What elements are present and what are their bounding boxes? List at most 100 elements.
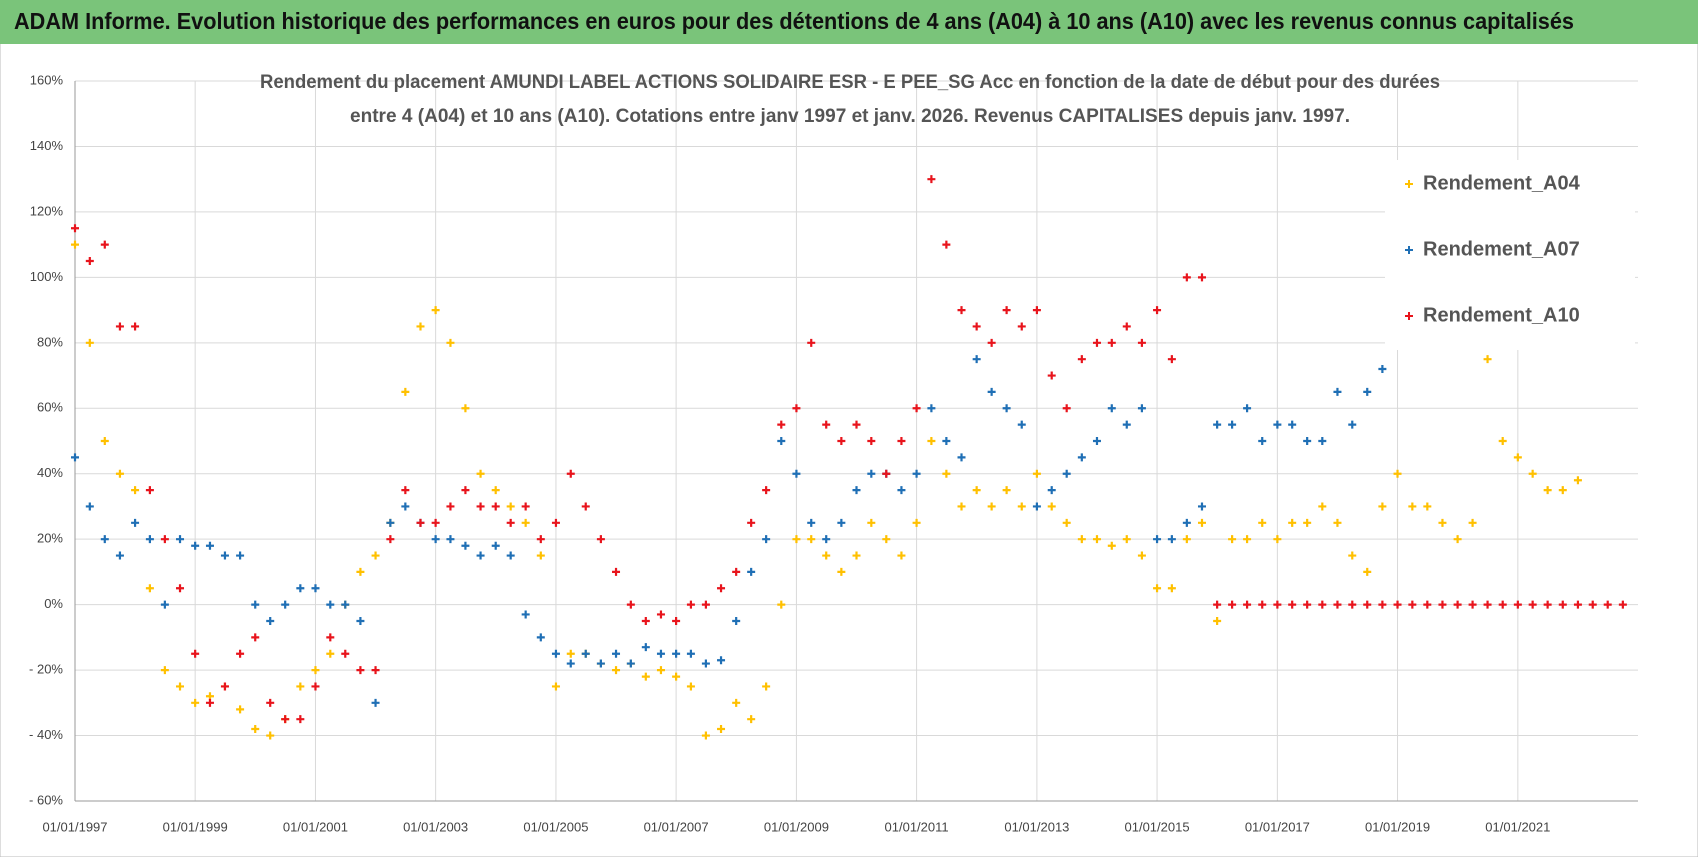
point bbox=[371, 551, 380, 560]
point bbox=[972, 355, 981, 364]
point bbox=[446, 338, 455, 347]
point bbox=[431, 306, 440, 315]
point bbox=[461, 404, 470, 413]
point bbox=[446, 535, 455, 544]
point bbox=[416, 322, 425, 331]
point bbox=[777, 600, 786, 609]
point bbox=[85, 257, 94, 265]
point bbox=[326, 649, 335, 658]
point bbox=[1258, 518, 1267, 527]
point bbox=[160, 535, 169, 544]
point bbox=[732, 617, 741, 625]
point bbox=[1122, 420, 1131, 429]
point bbox=[1243, 535, 1252, 544]
point bbox=[401, 502, 410, 511]
point bbox=[131, 486, 140, 495]
point bbox=[672, 649, 681, 658]
point bbox=[461, 541, 470, 550]
point bbox=[191, 649, 200, 658]
point bbox=[672, 672, 681, 681]
point bbox=[1573, 476, 1582, 485]
point bbox=[882, 535, 891, 544]
point bbox=[867, 518, 876, 527]
point bbox=[1153, 535, 1162, 544]
point bbox=[897, 437, 906, 445]
point bbox=[1333, 387, 1342, 396]
y-tick-label: 20% bbox=[37, 531, 63, 546]
subtitle-line: Rendement du placement AMUNDI LABEL ACTI… bbox=[260, 72, 1440, 93]
legend-box bbox=[1385, 160, 1635, 350]
point bbox=[1167, 535, 1176, 544]
point bbox=[1618, 600, 1627, 609]
point bbox=[131, 518, 140, 527]
point bbox=[987, 338, 996, 347]
point bbox=[160, 600, 169, 609]
point bbox=[686, 682, 695, 691]
point bbox=[446, 502, 455, 511]
point bbox=[656, 649, 665, 658]
point bbox=[1303, 518, 1312, 527]
point bbox=[1047, 371, 1056, 380]
point bbox=[266, 617, 275, 625]
point bbox=[1378, 502, 1387, 511]
point bbox=[822, 551, 831, 560]
point bbox=[792, 535, 801, 544]
legend-label: Rendement_A04 bbox=[1423, 172, 1581, 194]
point bbox=[581, 502, 590, 511]
point bbox=[1228, 420, 1237, 429]
point bbox=[1408, 600, 1417, 609]
point bbox=[476, 502, 485, 511]
point bbox=[656, 610, 665, 619]
point bbox=[371, 666, 380, 675]
point bbox=[1318, 502, 1327, 511]
point bbox=[1137, 404, 1146, 413]
point bbox=[972, 486, 981, 495]
point bbox=[1483, 600, 1492, 609]
point bbox=[1092, 437, 1101, 445]
point bbox=[160, 666, 169, 675]
point bbox=[1288, 518, 1297, 527]
point bbox=[1077, 355, 1086, 364]
point bbox=[1062, 518, 1071, 527]
point bbox=[1017, 322, 1026, 331]
point bbox=[897, 551, 906, 560]
x-tick-label: 01/01/2003 bbox=[403, 819, 468, 834]
point bbox=[1453, 535, 1462, 544]
legend-marker bbox=[1405, 246, 1413, 254]
point bbox=[1182, 518, 1191, 527]
point bbox=[220, 682, 229, 691]
point bbox=[987, 502, 996, 511]
point bbox=[566, 469, 575, 478]
x-tick-label: 01/01/2011 bbox=[885, 819, 949, 834]
point bbox=[145, 535, 154, 544]
point bbox=[1303, 600, 1312, 609]
x-tick-label: 01/01/2021 bbox=[1485, 819, 1550, 834]
legend-label: Rendement_A07 bbox=[1423, 238, 1580, 260]
point bbox=[296, 715, 305, 724]
subtitle-line: entre 4 (A04) et 10 ans (A10). Cotations… bbox=[350, 106, 1350, 127]
point bbox=[1092, 338, 1101, 347]
point bbox=[1438, 600, 1447, 609]
point bbox=[852, 551, 861, 560]
point bbox=[1483, 355, 1492, 364]
point bbox=[71, 240, 79, 249]
point bbox=[1468, 600, 1477, 609]
point bbox=[897, 486, 906, 495]
point bbox=[612, 567, 621, 576]
point bbox=[1002, 404, 1011, 413]
point bbox=[431, 518, 440, 527]
point bbox=[1558, 600, 1567, 609]
point bbox=[100, 437, 109, 445]
point bbox=[641, 672, 650, 681]
point bbox=[596, 535, 605, 544]
point bbox=[732, 698, 741, 707]
point bbox=[1077, 453, 1086, 462]
point bbox=[1468, 518, 1477, 527]
point bbox=[1213, 600, 1222, 609]
point bbox=[266, 731, 275, 740]
header-band bbox=[0, 0, 1698, 44]
point bbox=[506, 551, 515, 560]
point bbox=[867, 437, 876, 445]
point bbox=[1062, 469, 1071, 478]
point bbox=[807, 535, 816, 544]
